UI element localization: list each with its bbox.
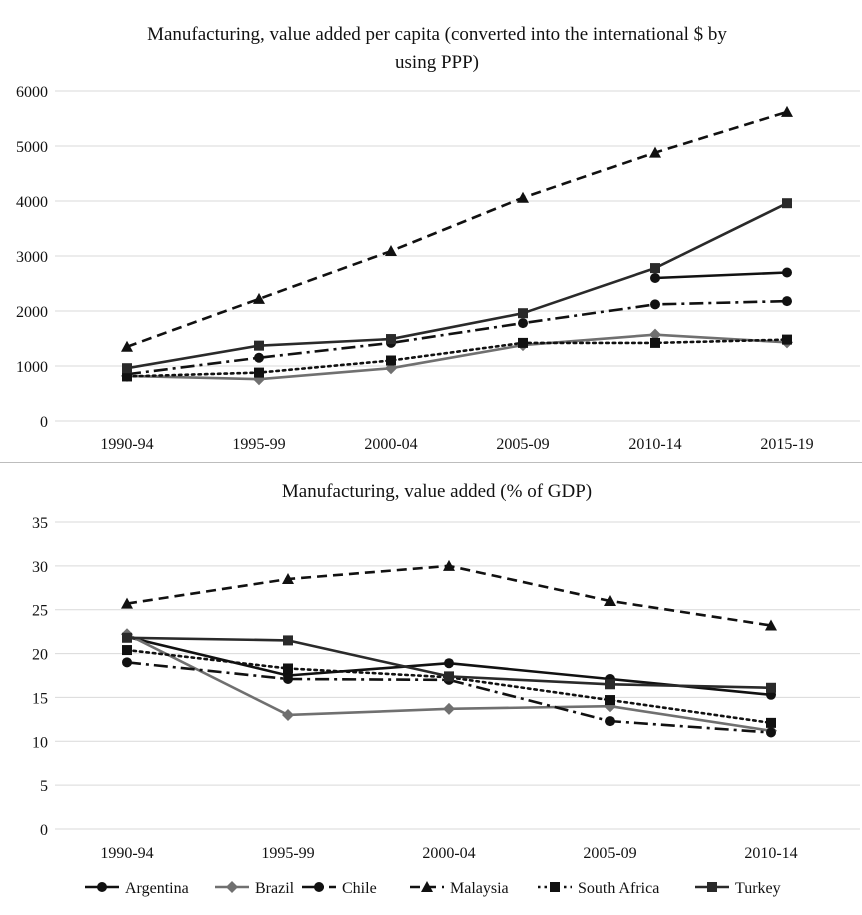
- chart1-x-tick-label: 1995-99: [232, 436, 285, 453]
- chart1-series-malaysia-point: [649, 146, 661, 158]
- chart1-series-chile-point: [518, 318, 528, 329]
- chart1-series-malaysia-point: [121, 340, 133, 352]
- chart1-x-tick-label: 2015-19: [760, 436, 813, 453]
- chart2-series-turkey-point: [283, 635, 293, 646]
- chart2-series-malaysia-point: [765, 619, 777, 631]
- chart1-series-turkey-point: [782, 198, 792, 209]
- chart1-series-turkey-point: [650, 263, 660, 274]
- chart1-series-chile-point: [650, 299, 660, 310]
- chart1-series-malaysia-point: [385, 245, 397, 257]
- chart1-x-tick-label: 2005-09: [496, 436, 549, 453]
- chart2-series-argentina-point: [444, 658, 454, 669]
- legend-marker-chile: [314, 882, 324, 892]
- chart2-y-tick-label: 20: [32, 647, 48, 664]
- chart2-series-turkey-point: [605, 679, 615, 690]
- legend-label-turkey: Turkey: [735, 880, 781, 897]
- chart1-series-south-africa-line: [125, 338, 789, 378]
- chart2-series-turkey-point: [122, 632, 132, 643]
- chart2-y-tick-label: 30: [32, 559, 48, 576]
- chart2-series-malaysia-point: [443, 559, 455, 571]
- chart2-x-tick-label: 1995-99: [261, 845, 314, 862]
- chart1-x-tick-label: 2010-14: [628, 436, 681, 453]
- chart2-title-line-1: Manufacturing, value added (% of GDP): [282, 481, 592, 502]
- chart1-title-line-1: Manufacturing, value added per capita (c…: [147, 24, 727, 45]
- chart2-series-south-africa-point: [766, 717, 776, 728]
- chart1-series-malaysia-line: [126, 110, 788, 348]
- chart2-series-malaysia-point: [282, 573, 294, 585]
- chart1-series-south-africa-point: [650, 337, 660, 348]
- legend-marker-brazil: [226, 881, 238, 893]
- chart1-series-south-africa-point: [518, 337, 528, 348]
- chart1-x-tick-label: 1990-94: [100, 436, 153, 453]
- chart1-y-tick-label: 0: [40, 414, 48, 431]
- chart1-y-tick-label: 6000: [16, 84, 48, 101]
- legend-label-chile: Chile: [342, 880, 377, 897]
- chart1-y-tick-label: 4000: [16, 194, 48, 211]
- legend-marker-argentina: [97, 882, 107, 892]
- legend-marker-turkey: [707, 882, 717, 892]
- chart1-series-turkey-line: [126, 202, 788, 370]
- chart1-x-tick-label: 2000-04: [364, 436, 417, 453]
- chart2-series-chile-point: [122, 657, 132, 668]
- chart2-series-chile-point: [283, 674, 293, 685]
- chart1-series-brazil-point: [649, 328, 661, 341]
- chart1-y-tick-label: 2000: [16, 304, 48, 321]
- chart2-series-malaysia-point: [121, 597, 133, 609]
- legend-marker-south-africa: [550, 882, 560, 892]
- chart2-series-south-africa-point: [283, 663, 293, 674]
- chart2-series-chile-point: [766, 727, 776, 738]
- chart2-x-tick-label: 1990-94: [100, 845, 153, 862]
- chart2-series-malaysia-line: [126, 564, 772, 627]
- legend-marker-malaysia: [421, 881, 433, 892]
- chart1-series-argentina-line: [654, 271, 788, 280]
- chart2-y-tick-label: 35: [32, 515, 48, 532]
- chart1-series-south-africa-point: [122, 371, 132, 382]
- chart2-series-south-africa-point: [122, 645, 132, 656]
- legend-label-malaysia: Malaysia: [450, 880, 509, 897]
- legend-label-south-africa: South Africa: [578, 880, 659, 897]
- chart2-series-chile-point: [605, 716, 615, 727]
- chart2-y-tick-label: 15: [32, 690, 48, 707]
- chart1-series-turkey-point: [386, 334, 396, 345]
- legend-label-brazil: Brazil: [255, 880, 295, 897]
- chart2-y-tick-label: 10: [32, 734, 48, 751]
- chart1-series-malaysia-point: [517, 191, 529, 203]
- chart2-y-tick-label: 5: [40, 778, 48, 795]
- chart1-series-chile-point: [254, 352, 264, 363]
- chart2-y-tick-label: 0: [40, 822, 48, 839]
- chart2-x-tick-label: 2005-09: [583, 845, 636, 862]
- chart2-series-chile-line: [126, 661, 772, 734]
- chart1-series-south-africa-point: [782, 334, 792, 345]
- chart1-y-tick-label: 3000: [16, 249, 48, 266]
- chart1-y-tick-label: 5000: [16, 139, 48, 156]
- chart1-series-brazil-line: [126, 333, 788, 381]
- panel-divider: [0, 462, 862, 463]
- chart1-series-malaysia-point: [781, 105, 793, 117]
- chart2-series-turkey-point: [766, 682, 776, 693]
- chart1-y-tick-label: 1000: [16, 359, 48, 376]
- chart1-series-malaysia-point: [253, 292, 265, 304]
- chart1-series-chile-line: [126, 299, 788, 376]
- chart2-x-tick-label: 2010-14: [744, 845, 797, 862]
- chart2-y-tick-label: 25: [32, 603, 48, 620]
- chart2-series-malaysia-point: [604, 594, 616, 606]
- chart1-series-argentina-point: [650, 273, 660, 283]
- chart2-series-brazil-point: [282, 708, 294, 721]
- chart2-series-south-africa-point: [605, 695, 615, 706]
- legend-label-argentina: Argentina: [125, 880, 189, 897]
- chart1-series-turkey-point: [254, 340, 264, 351]
- chart1-series-south-africa-point: [254, 367, 264, 378]
- chart2-series-south-africa-line: [125, 648, 773, 725]
- chart2-series-brazil-point: [443, 702, 455, 715]
- chart1-series-turkey-point: [122, 363, 132, 374]
- chart1-title-line-2: using PPP): [395, 52, 479, 73]
- chart2-x-tick-label: 2000-04: [422, 845, 475, 862]
- chart1-series-argentina-point: [782, 267, 792, 278]
- chart2-series-turkey-point: [444, 671, 454, 682]
- chart1-series-turkey-point: [518, 308, 528, 319]
- chart1-series-south-africa-point: [386, 355, 396, 366]
- chart1-series-chile-point: [782, 296, 792, 307]
